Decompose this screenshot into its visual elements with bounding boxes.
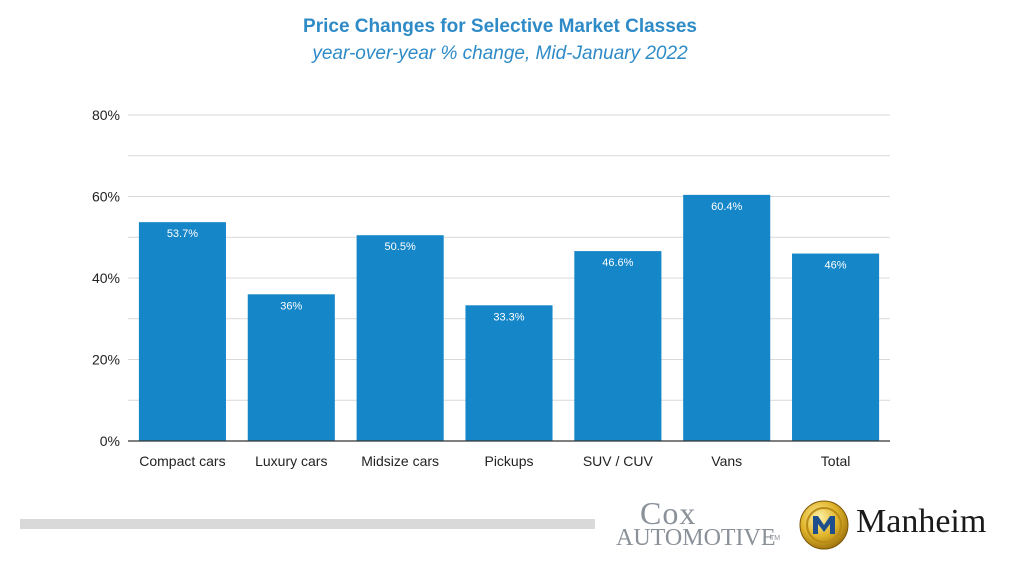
bar	[574, 251, 662, 441]
cox-automotive-logo: Cox Automotive TM	[612, 495, 782, 553]
x-axis-ticks: Compact cars Luxury cars Midsize cars Picku…	[139, 453, 850, 469]
data-labels: 53.7% 36% 50.5% 33.3% 46.6% 60.4% 46%	[167, 201, 847, 323]
data-label: 53.7%	[167, 228, 198, 240]
chart-title: Price Changes for Selective Market Class…	[303, 16, 697, 37]
trademark-mark: TM	[770, 535, 781, 542]
x-tick-label: Compact cars	[139, 453, 225, 469]
data-label: 60.4%	[711, 201, 742, 213]
y-axis-ticks: 0% 20% 40% 60% 80%	[92, 107, 120, 449]
data-label: 36%	[280, 300, 302, 312]
bar-chart: 0% 20% 40% 60% 80% 53.7% 36% 50.5% 33.3% 46.6% 60…	[92, 107, 890, 469]
data-label: 46.6%	[602, 257, 633, 269]
manheim-wordmark: Manheim	[856, 503, 987, 540]
bar	[683, 194, 771, 441]
y-tick-label: 0%	[100, 433, 120, 449]
bars	[138, 194, 880, 441]
data-label: 50.5%	[385, 241, 416, 253]
chart-subtitle: year-over-year % change, Mid-January 202…	[312, 43, 688, 64]
manheim-emblem-icon	[799, 500, 849, 550]
bar	[792, 253, 880, 441]
y-tick-label: 40%	[92, 270, 120, 286]
x-tick-label: Midsize cars	[361, 453, 439, 469]
x-tick-label: Vans	[711, 453, 742, 469]
x-tick-label: Total	[821, 453, 851, 469]
bar	[465, 305, 553, 441]
footer-divider	[20, 519, 595, 529]
x-tick-label: SUV / CUV	[583, 453, 654, 469]
x-tick-label: Luxury cars	[255, 453, 327, 469]
y-tick-label: 80%	[92, 107, 120, 123]
y-tick-label: 60%	[92, 189, 120, 205]
data-label: 46%	[825, 260, 847, 272]
y-tick-label: 20%	[92, 352, 120, 368]
cox-logo-word: Cox	[640, 495, 697, 531]
data-label: 33.3%	[493, 311, 524, 323]
bar	[247, 294, 335, 441]
bar	[138, 222, 226, 441]
x-tick-label: Pickups	[484, 453, 533, 469]
automotive-logo-word: Automotive	[616, 525, 776, 551]
bar	[356, 235, 444, 441]
